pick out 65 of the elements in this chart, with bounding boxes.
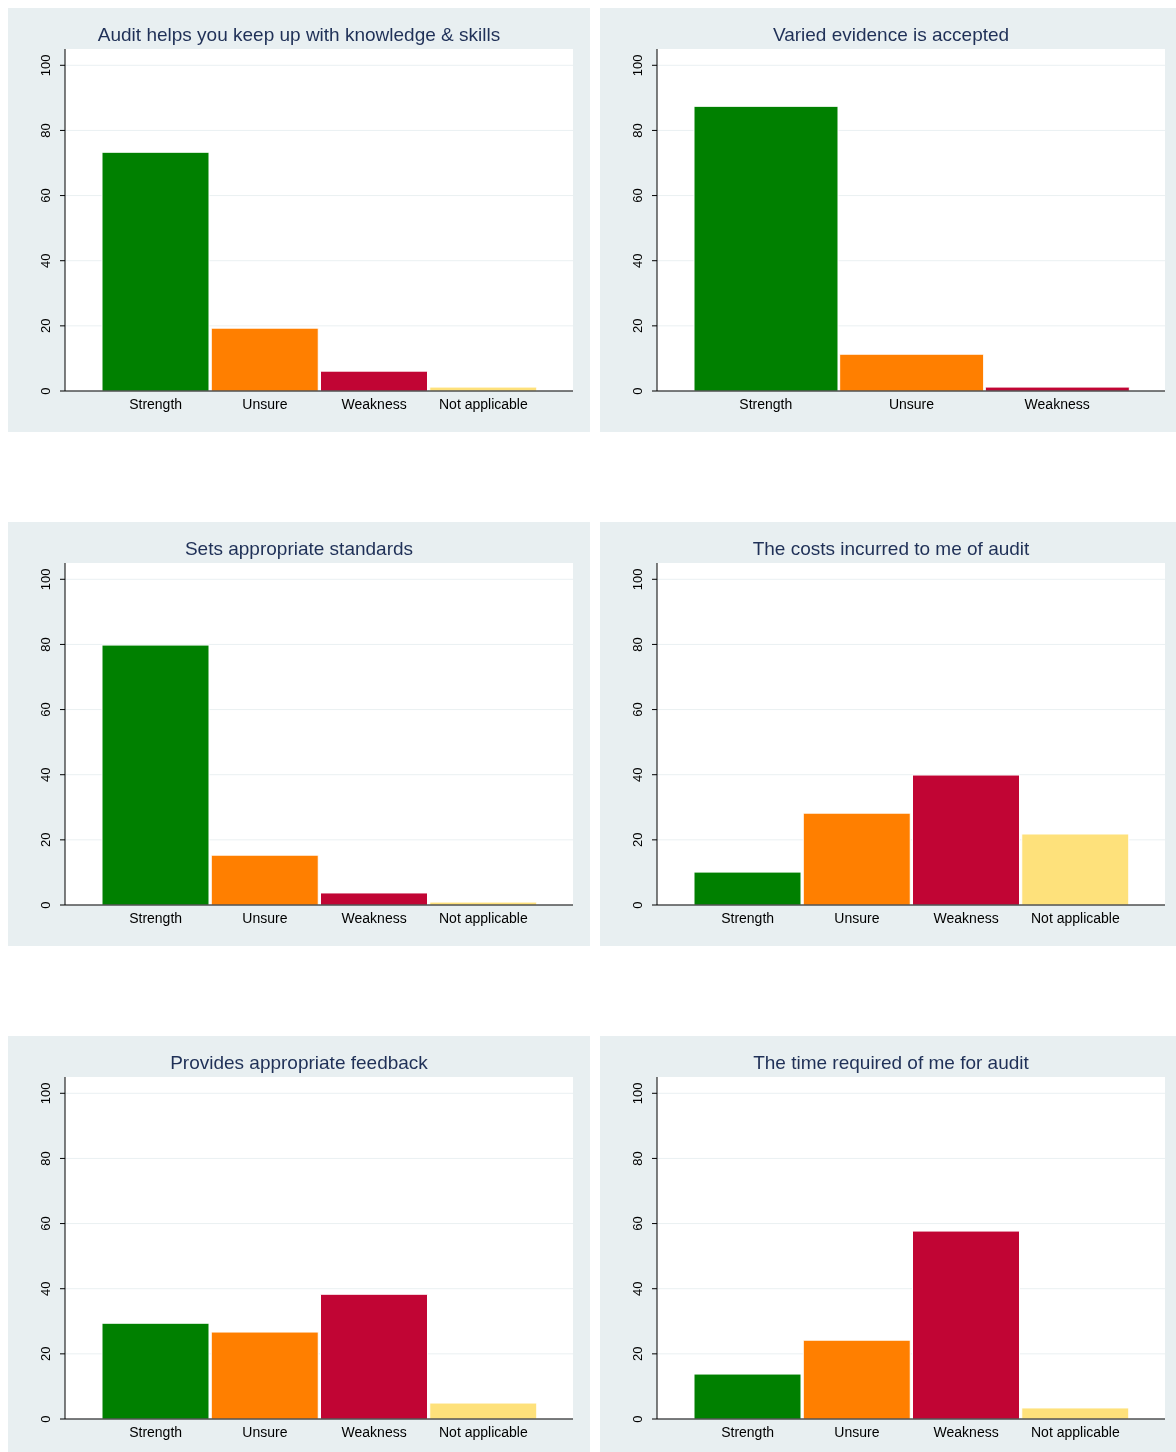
chart-title: Audit helps you keep up with knowledge & skills (96, 24, 502, 46)
y-tick-label: 20 (630, 832, 645, 848)
y-tick-label: 100 (630, 54, 645, 77)
y-tick-label: 40 (630, 253, 645, 268)
y-tick-label: 60 (38, 1216, 53, 1231)
y-tick-label: 0 (38, 387, 53, 395)
x-tick-label: Weakness (933, 909, 999, 926)
y-tick-label: 100 (630, 1082, 645, 1105)
x-tick-label: Weakness (933, 1423, 999, 1440)
y-tick-label: 80 (630, 123, 645, 138)
x-tick-label: Unsure (242, 909, 288, 926)
x-tick-label: Unsure (242, 1423, 288, 1440)
x-tick-label: Unsure (242, 395, 288, 412)
x-tick-label: Weakness (341, 909, 407, 926)
y-tick-label: 0 (38, 1415, 53, 1423)
y-tick-label: 100 (38, 1082, 53, 1105)
y-tick-label: 80 (38, 1151, 53, 1166)
x-tick-label: Not applicable (439, 1423, 528, 1440)
x-tick-label: Weakness (341, 1423, 407, 1440)
y-tick-label: 20 (38, 318, 53, 334)
y-tick-label: 0 (630, 387, 645, 395)
y-tick-label: 60 (38, 702, 53, 717)
y-tick-label: 100 (630, 568, 645, 591)
chart-title: Sets appropriate standards (183, 538, 415, 560)
chart-title: Provides appropriate feedback (169, 1052, 429, 1074)
x-tick-label: Unsure (834, 909, 880, 926)
y-tick-label: 40 (38, 767, 53, 782)
x-tick-label: Not applicable (1031, 909, 1120, 926)
y-tick-label: 60 (630, 1216, 645, 1231)
y-tick-label: 20 (630, 318, 645, 334)
x-tick-label: Strength (129, 1423, 183, 1440)
y-tick-label: 60 (38, 188, 53, 203)
y-tick-label: 100 (38, 54, 53, 77)
y-tick-label: 80 (630, 637, 645, 652)
x-tick-label: Weakness (1024, 395, 1090, 412)
x-tick-label: Strength (721, 909, 775, 926)
y-tick-label: 20 (630, 1346, 645, 1362)
x-tick-label: Strength (739, 395, 793, 412)
x-tick-label: Not applicable (439, 395, 528, 412)
y-tick-label: 0 (630, 901, 645, 909)
x-tick-label: Unsure (888, 395, 935, 412)
y-tick-label: 80 (630, 1151, 645, 1166)
x-tick-label: Not applicable (1031, 1423, 1120, 1440)
x-tick-label: Strength (129, 395, 183, 412)
x-tick-label: Weakness (341, 395, 407, 412)
y-tick-label: 0 (630, 1415, 645, 1423)
chart-title: The time required of me for audit (752, 1052, 1030, 1074)
y-tick-label: 20 (38, 832, 53, 848)
y-tick-label: 20 (38, 1346, 53, 1362)
y-tick-label: 40 (38, 253, 53, 268)
x-tick-label: Not applicable (439, 909, 528, 926)
x-tick-label: Unsure (834, 1423, 880, 1440)
y-tick-label: 40 (630, 767, 645, 782)
y-tick-label: 40 (630, 1281, 645, 1296)
chart-title: Varied evidence is accepted (771, 24, 1011, 46)
y-tick-label: 80 (38, 123, 53, 138)
y-tick-label: 60 (630, 188, 645, 203)
y-tick-label: 80 (38, 637, 53, 652)
y-tick-label: 40 (38, 1281, 53, 1296)
chart-title: The costs incurred to me of audit (751, 538, 1031, 560)
y-tick-label: 60 (630, 702, 645, 717)
y-tick-label: 0 (38, 901, 53, 909)
y-tick-label: 100 (38, 568, 53, 591)
x-tick-label: Strength (129, 909, 183, 926)
x-tick-label: Strength (721, 1423, 775, 1440)
